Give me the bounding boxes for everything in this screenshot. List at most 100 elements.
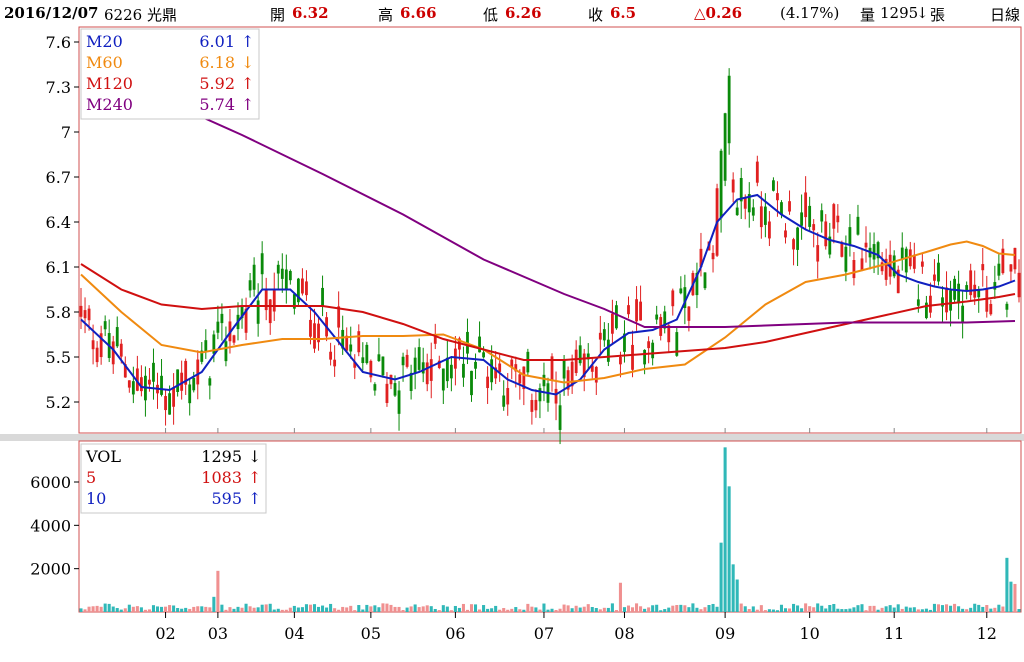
candle-body — [610, 313, 614, 334]
candle-body — [240, 306, 244, 319]
volume-bar — [316, 606, 321, 612]
quote-header: 2016/12/07 6226 光鼎 開 6.32 高 6.66 低 6.26 … — [0, 0, 1024, 26]
volume-bar — [196, 606, 200, 612]
candle-body — [675, 332, 679, 356]
candle-body — [506, 388, 510, 405]
candle-body — [91, 340, 95, 350]
volume-bar — [880, 607, 884, 612]
candle-body — [514, 364, 518, 372]
candle-body — [937, 262, 940, 282]
candle-body — [627, 305, 630, 315]
volume-bar — [192, 606, 196, 612]
candle-body — [989, 303, 993, 315]
volume-bar — [168, 605, 172, 612]
candle-body — [518, 374, 522, 384]
candle-body — [993, 282, 997, 290]
candle-body — [172, 387, 176, 407]
candle-body — [445, 357, 449, 382]
candle-body — [655, 314, 659, 320]
candle-body — [784, 230, 787, 238]
candle-body — [639, 301, 642, 321]
price-tick-label: 7.6 — [46, 33, 71, 52]
volume-bar — [268, 603, 272, 612]
volume-bar — [630, 607, 635, 612]
candle-body — [812, 224, 816, 231]
volume-bar — [329, 603, 333, 612]
volume-bar — [643, 608, 647, 612]
volume-bar — [932, 603, 936, 612]
candle-body — [462, 363, 465, 378]
price-tick-label: 6.4 — [46, 213, 71, 232]
low-label: 低 — [483, 6, 499, 24]
volume-bar — [321, 605, 325, 612]
candle-body — [755, 161, 759, 183]
volume-bar — [763, 610, 767, 612]
volume-bar — [731, 564, 735, 612]
volume-bar — [606, 607, 610, 612]
candle-body — [824, 221, 828, 247]
candle-body — [663, 311, 667, 329]
legend-series-name: M20 — [86, 32, 123, 51]
volume-bar — [602, 607, 606, 612]
volume-bar — [981, 606, 985, 612]
volume-bar — [872, 605, 876, 612]
x-tick-label: 05 — [361, 624, 381, 643]
volume-bar — [208, 607, 212, 612]
volume-panel-frame — [78, 440, 1022, 613]
volume-bar — [510, 608, 514, 612]
candle-body — [180, 372, 184, 391]
volume-bar — [240, 607, 244, 612]
candle-body — [208, 378, 212, 386]
volume-bar — [900, 608, 904, 612]
volume-bar — [691, 603, 695, 612]
x-tick-label: 02 — [155, 624, 175, 643]
candle-body — [631, 344, 634, 370]
price-tick-label: 7.3 — [46, 78, 71, 97]
candle-body — [619, 356, 622, 365]
candle-body — [832, 204, 836, 229]
volume-bar — [518, 609, 522, 612]
volume-bar — [852, 607, 856, 612]
candle-body — [317, 323, 320, 343]
volume-bar — [989, 608, 993, 612]
candle-body — [884, 258, 888, 280]
legend-series-value: 5.74 — [199, 95, 235, 114]
candle-body — [510, 359, 514, 368]
volume-bar — [936, 604, 941, 612]
candle-body — [623, 333, 626, 352]
candle-body — [502, 395, 506, 407]
candle-body — [276, 264, 280, 274]
candle-body — [554, 388, 558, 404]
candle-body — [643, 349, 647, 365]
x-tick-label: 07 — [534, 624, 554, 643]
volume-bar — [164, 606, 168, 612]
volume-bar — [216, 570, 220, 612]
volume-bar — [244, 603, 248, 612]
candle-body — [965, 285, 969, 292]
volume-bar — [425, 605, 429, 612]
candle-body — [280, 268, 284, 279]
volume-bar — [840, 609, 844, 612]
volume-bar — [808, 606, 812, 612]
candle-body — [341, 329, 345, 349]
ma-line-m120 — [80, 263, 1016, 361]
volume-bar — [747, 609, 751, 612]
volume-bar — [361, 609, 365, 612]
volume-bar — [775, 610, 779, 612]
legend-arrow-icon: ↑ — [248, 468, 261, 487]
candle-body — [651, 342, 655, 359]
candle-body — [83, 310, 87, 319]
candle-body — [268, 299, 272, 324]
volume-bar — [647, 607, 651, 612]
volume-bar — [469, 604, 474, 612]
volume-bar — [473, 604, 478, 612]
volume-bar — [655, 604, 659, 612]
candle-body — [453, 348, 457, 369]
volume-bar — [594, 608, 598, 612]
volume-bar — [985, 605, 989, 612]
volume-bar — [558, 608, 562, 612]
candle-body — [405, 354, 409, 367]
volume-bar — [546, 609, 550, 612]
volume-bar — [353, 610, 357, 612]
volume-bar — [856, 605, 860, 612]
